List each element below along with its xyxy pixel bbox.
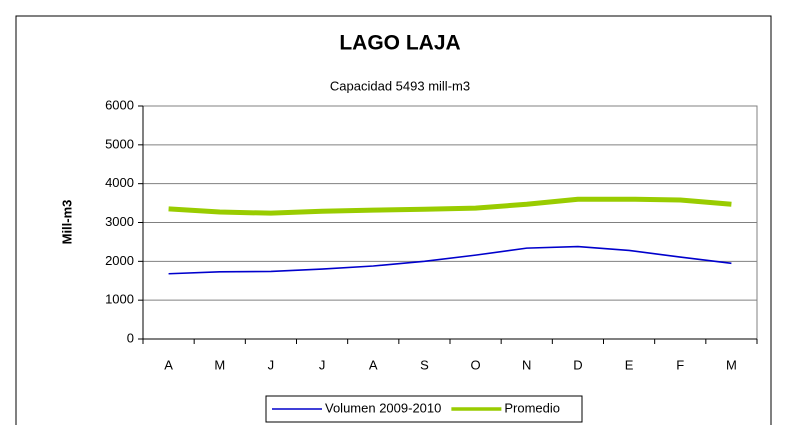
y-tick-label: 1000	[105, 292, 134, 307]
x-tick-label: N	[522, 357, 531, 372]
x-tick-label: S	[420, 357, 429, 372]
legend-label: Volumen 2009-2010	[325, 400, 441, 415]
series-line	[168, 245, 732, 275]
series-line	[168, 196, 732, 216]
y-tick-label: 4000	[105, 175, 134, 190]
x-tick-label: F	[676, 357, 684, 372]
x-tick-label: A	[164, 357, 173, 372]
x-tick-label: D	[573, 357, 582, 372]
x-tick-label: A	[369, 357, 378, 372]
chart-title: LAGO LAJA	[339, 32, 460, 55]
y-tick-label: 3000	[105, 214, 134, 229]
y-axis-label: Mill-m3	[59, 200, 74, 245]
x-tick-label: O	[471, 357, 481, 372]
y-tick-label: 0	[127, 330, 134, 345]
y-tick-label: 6000	[105, 97, 134, 112]
legend-label: Promedio	[504, 400, 560, 415]
x-tick-label: J	[268, 357, 275, 372]
x-tick-label: J	[319, 357, 326, 372]
y-tick-label: 5000	[105, 136, 134, 151]
chart-subtitle: Capacidad 5493 mill-m3	[330, 78, 470, 93]
x-tick-label: E	[625, 357, 634, 372]
x-tick-label: M	[726, 357, 737, 372]
x-tick-label: M	[214, 357, 225, 372]
y-tick-label: 2000	[105, 253, 134, 268]
